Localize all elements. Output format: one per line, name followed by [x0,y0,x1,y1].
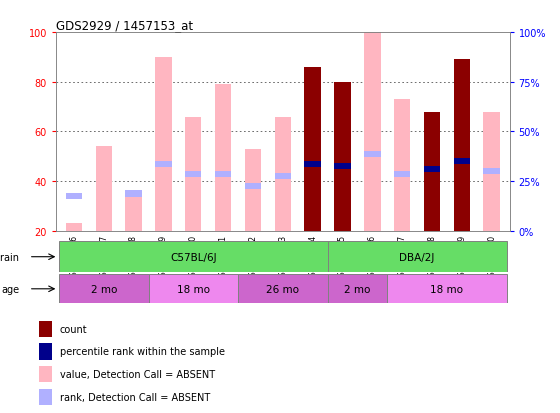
Bar [215,171,231,178]
Text: GDS2929 / 1457153_at: GDS2929 / 1457153_at [56,19,193,32]
Bar [424,112,440,231]
Bar [39,389,52,405]
Text: rank, Detection Call = ABSENT: rank, Detection Call = ABSENT [60,392,210,402]
Bar [424,166,440,173]
Bar [274,117,291,231]
Text: C57BL/6J: C57BL/6J [170,252,217,262]
Bar [215,85,231,231]
Bar [66,224,82,231]
Bar [394,171,410,178]
Text: count: count [60,324,87,334]
Bar [59,275,148,304]
Bar [364,152,381,157]
Bar [238,275,328,304]
Bar [364,33,381,231]
Bar [334,164,351,170]
Bar [454,60,470,231]
Text: 18 mo: 18 mo [431,284,464,294]
Text: 2 mo: 2 mo [91,284,117,294]
Bar [155,161,171,168]
Text: 18 mo: 18 mo [177,284,210,294]
Bar [305,161,321,168]
Text: percentile rank within the sample: percentile rank within the sample [60,347,225,356]
Bar [483,112,500,231]
Bar [39,321,52,337]
Text: 26 mo: 26 mo [267,284,299,294]
Bar [328,275,388,304]
Bar [125,194,142,231]
Bar [483,169,500,175]
Text: 2 mo: 2 mo [344,284,371,294]
Bar [59,242,328,273]
Bar [148,275,238,304]
Bar [305,68,321,231]
Text: age: age [2,284,20,294]
Bar [388,275,507,304]
Bar [155,58,171,231]
Text: DBA/2J: DBA/2J [399,252,435,262]
Bar [185,171,202,178]
Bar [66,193,82,200]
Bar [454,159,470,165]
Bar [39,366,52,382]
Bar [39,344,52,360]
Bar [125,191,142,197]
Bar [274,173,291,180]
Text: strain: strain [0,252,20,262]
Bar [328,242,507,273]
Text: value, Detection Call = ABSENT: value, Detection Call = ABSENT [60,369,215,379]
Bar [245,150,261,231]
Bar [96,147,112,231]
Bar [245,183,261,190]
Bar [185,117,202,231]
Bar [334,83,351,231]
Bar [394,100,410,231]
